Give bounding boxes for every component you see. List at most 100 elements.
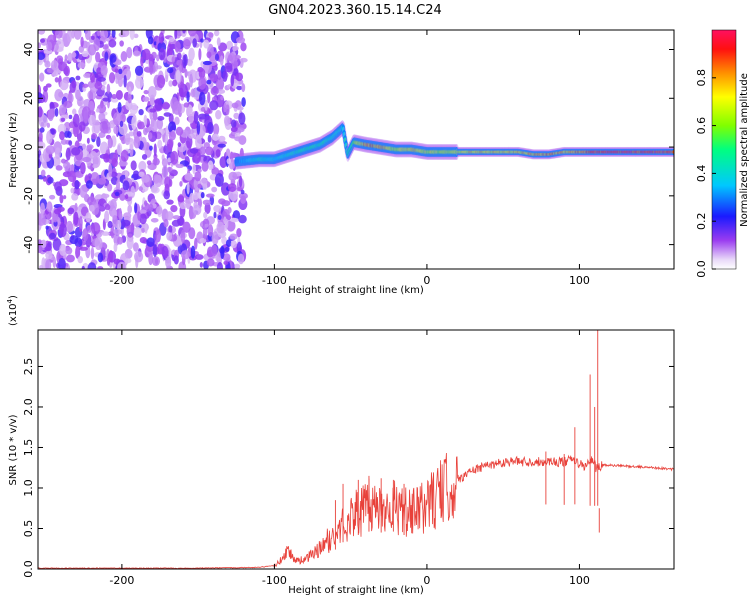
noise-blob <box>220 95 224 101</box>
noise-blob <box>104 210 110 224</box>
noise-blob <box>63 100 73 109</box>
noise-blob <box>133 33 139 39</box>
noise-blob <box>95 108 100 113</box>
noise-blob <box>234 136 243 142</box>
noise-blob <box>54 107 59 117</box>
noise-blob <box>124 133 131 146</box>
snr-xlabel: Height of straight line (km) <box>288 585 424 596</box>
noise-blob <box>183 102 190 108</box>
y-tick-label: 1.0 <box>22 479 35 497</box>
noise-blob <box>49 232 57 240</box>
noise-blob <box>94 236 103 251</box>
noise-blob <box>177 195 185 203</box>
noise-blob <box>189 148 199 154</box>
noise-blob <box>104 51 109 62</box>
noise-blob <box>149 108 157 113</box>
noise-blob <box>104 203 111 211</box>
noise-blob <box>234 263 241 269</box>
noise-blob <box>73 211 79 226</box>
noise-blob <box>157 116 165 121</box>
noise-blob <box>66 30 72 43</box>
snr-ticks: -200 -100 0 100 0.0 0.5 1.0 1.5 2.0 2.5 <box>22 330 674 587</box>
noise-blob <box>59 79 69 91</box>
noise-blob <box>53 208 62 215</box>
noise-blob <box>71 147 81 156</box>
noise-blob <box>69 235 79 245</box>
noise-blob <box>91 35 95 40</box>
noise-blob <box>179 87 184 98</box>
noise-blob <box>202 226 208 240</box>
noise-blob <box>173 255 179 265</box>
noise-blob <box>91 222 101 235</box>
noise-blob <box>236 106 244 111</box>
noise-blob <box>172 101 182 115</box>
x-tick-label: -100 <box>262 274 287 287</box>
noise-blob <box>111 30 116 39</box>
noise-blob <box>223 216 227 225</box>
noise-blob <box>147 164 153 170</box>
noise-blob <box>82 228 89 242</box>
noise-blob <box>193 111 199 125</box>
noise-blob <box>147 86 157 99</box>
noise-blob <box>168 36 175 43</box>
noise-blob <box>89 204 95 212</box>
noise-blob <box>118 68 123 75</box>
noise-blob <box>155 229 161 243</box>
noise-blob <box>116 179 121 193</box>
noise-blob <box>96 136 101 148</box>
noise-blob <box>86 137 90 144</box>
noise-blob <box>226 158 232 165</box>
noise-blob <box>78 246 89 251</box>
noise-blob <box>163 190 171 200</box>
noise-blob <box>201 161 209 172</box>
noise-blob <box>190 88 196 98</box>
noise-blob <box>210 86 219 96</box>
noise-blob <box>96 67 102 75</box>
noise-blob <box>76 95 84 107</box>
noise-blob <box>123 212 132 220</box>
noise-blob <box>38 106 43 118</box>
x-tick-label: 0 <box>423 574 430 587</box>
noise-blob <box>141 154 148 160</box>
noise-blob <box>65 147 71 161</box>
noise-blob <box>39 72 45 82</box>
noise-blob <box>144 224 148 234</box>
noise-blob <box>113 125 119 135</box>
noise-blob <box>151 184 158 193</box>
snr-content <box>38 330 674 569</box>
noise-blob <box>198 76 207 90</box>
noise-blob <box>170 150 179 165</box>
noise-blob <box>74 202 78 211</box>
noise-blob <box>124 194 129 200</box>
noise-blob <box>65 254 75 263</box>
noise-blob <box>64 65 70 77</box>
noise-blob <box>84 30 91 41</box>
noise-blob <box>58 223 67 238</box>
noise-blob <box>47 109 54 122</box>
noise-blob <box>47 176 54 184</box>
noise-blob <box>153 41 157 46</box>
noise-blob <box>237 253 245 265</box>
noise-blob <box>75 245 81 259</box>
noise-blob <box>167 67 174 74</box>
noise-blob <box>215 77 225 91</box>
noise-blob <box>192 191 199 201</box>
colorbar-tick-label: 0.6 <box>695 117 708 135</box>
noise-blob <box>211 186 218 193</box>
noise-blob <box>102 97 110 102</box>
snr-exponent: (x104) <box>6 295 19 326</box>
noise-blob <box>156 206 163 215</box>
noise-blob <box>216 37 221 47</box>
noise-blob <box>126 46 133 59</box>
noise-blob <box>179 180 183 187</box>
noise-blob <box>63 195 67 200</box>
noise-blob <box>133 226 142 238</box>
noise-blob <box>218 42 228 52</box>
noise-blob <box>102 44 109 50</box>
colorbar-tick-label: 0.4 <box>695 165 708 183</box>
noise-blob <box>203 39 210 49</box>
noise-blob <box>142 48 151 61</box>
noise-blob <box>60 117 66 122</box>
noise-blob <box>207 121 214 135</box>
noise-blob <box>180 229 186 243</box>
